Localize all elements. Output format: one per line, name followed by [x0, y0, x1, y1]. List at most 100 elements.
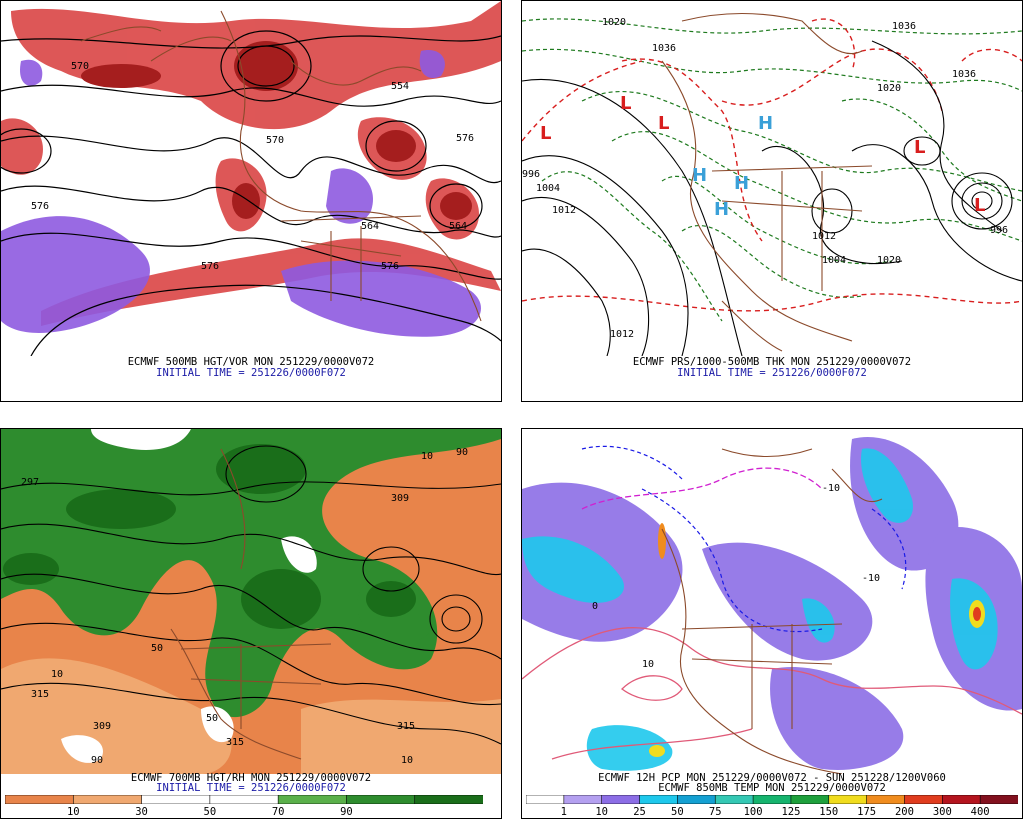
map-precipitation: -10 -10 10 0 [522, 429, 1022, 774]
colorbar-swatch [979, 795, 1018, 804]
colorbar-swatch [277, 795, 348, 804]
contour-label: 996 [522, 169, 540, 180]
panel-precip-850mb-temp: -10 -10 10 0 ECMWF 12H PCP MON 251229/00… [521, 428, 1023, 819]
temp-contours-negative [581, 445, 907, 633]
contour-labels: -10 -10 10 0 [592, 483, 880, 670]
contour-label: 50 [151, 643, 163, 654]
colorbar-swatch [141, 795, 211, 804]
precip-colorbar-labels: 1 10 25 50 75 100 125 150 175 200 300 400 [526, 806, 1018, 818]
colorbar-label: 10 [595, 806, 609, 818]
low-center-marker: L [540, 123, 551, 144]
high-center-marker: H [714, 199, 729, 220]
contour-label: 90 [456, 447, 468, 458]
colorbar-swatch [639, 795, 679, 804]
colorbar-swatch [5, 795, 75, 804]
contour-label: 309 [93, 721, 111, 732]
contour-label: 554 [391, 81, 409, 92]
contour-label: 10 [642, 659, 654, 670]
precip-moderate-area [522, 448, 998, 771]
colorbar-swatch [677, 795, 717, 804]
contour-label: -10 [862, 573, 880, 584]
panel-caption-init-time: INITIAL TIME = 251226/0000F072 [156, 367, 346, 379]
colorbar-label: 200 [894, 806, 914, 818]
colorbar-swatch [601, 795, 641, 804]
isobars [522, 40, 1022, 356]
thickness-contours-cold [522, 18, 1022, 322]
contour-label: 297 [21, 477, 39, 488]
contour-label: 576 [201, 261, 219, 272]
map-500mb-vorticity: 570 576 564 554 576 564 570 576 576 [1, 1, 501, 356]
colorbar-label: 30 [135, 806, 148, 818]
panel-500mb-hgt-vor: 570 576 564 554 576 564 570 576 576 ECMW… [0, 0, 502, 402]
contour-label: 570 [266, 135, 284, 146]
contour-label: 315 [226, 737, 244, 748]
contour-label: 1012 [552, 205, 576, 216]
contour-label: 1020 [877, 255, 901, 266]
panel-caption-title: ECMWF PRS/1000-500MB THK MON 251229/0000… [632, 356, 912, 368]
contour-label: 10 [51, 669, 63, 680]
panel-caption-title: ECMWF 12H PCP MON 251229/0000V072 - SUN … [598, 772, 946, 784]
colorbar-label: 50 [671, 806, 684, 818]
map-mslp-thickness: L L L H H H H L L 1020 1036 1036 1036 10… [522, 1, 1022, 356]
colorbar-label: 125 [781, 806, 801, 818]
panel-mslp-thickness: L L L H H H H L L 1020 1036 1036 1036 10… [521, 0, 1023, 402]
colorbar-swatch [346, 795, 416, 804]
contour-label: 564 [449, 221, 467, 232]
contour-label: 1012 [812, 231, 836, 242]
contour-label: 90 [91, 755, 103, 766]
colorbar-swatch [714, 795, 754, 804]
panel-caption-init-time: INITIAL TIME = 251226/0000F072 [156, 782, 346, 794]
low-center-marker: L [914, 137, 925, 158]
height-contours [1, 445, 501, 745]
contour-label: 315 [397, 721, 415, 732]
panel-caption-title: ECMWF 500MB HGT/VOR MON 251229/0000V072 [127, 356, 375, 368]
contour-label: 576 [381, 261, 399, 272]
colorbar-swatch [790, 795, 830, 804]
contour-label: 10 [421, 451, 433, 462]
geographic-borders [661, 12, 873, 352]
colorbar-swatch [72, 795, 143, 804]
contour-label: 1012 [610, 329, 634, 340]
colorbar-label: 400 [970, 806, 990, 818]
contour-label: 1020 [602, 17, 626, 28]
colorbar-swatch [526, 795, 565, 804]
colorbar-label: 300 [932, 806, 952, 818]
panel-caption-init-time: INITIAL TIME = 251226/0000F072 [677, 367, 867, 379]
colorbar-swatch [942, 795, 981, 804]
contour-label: 10 [401, 755, 413, 766]
high-center-marker: H [692, 165, 707, 186]
height-contours [1, 30, 501, 356]
colorbar-label: 150 [819, 806, 839, 818]
colorbar-swatch [752, 795, 792, 804]
contour-label: -10 [822, 483, 840, 494]
panel-700mb-hgt-rh: 297 309 315 315 309 315 10 10 90 50 50 1… [0, 428, 502, 819]
contour-labels: 1020 1036 1036 1036 1020 996 1004 1012 1… [522, 17, 1008, 340]
colorbar-swatch [866, 795, 906, 804]
rh-colorbar-labels: 10 30 50 70 90 [5, 806, 483, 818]
contour-label: 315 [31, 689, 49, 700]
map-700mb-humidity: 297 309 315 315 309 315 10 10 90 50 50 1… [1, 429, 501, 774]
geographic-borders [80, 10, 482, 322]
contour-label: 1036 [952, 69, 976, 80]
rh-very-moist-area [3, 444, 416, 629]
colorbar-swatch [563, 795, 603, 804]
colorbar-label: 100 [743, 806, 763, 818]
colorbar-label: 10 [66, 806, 80, 818]
colorbar-label: 50 [203, 806, 217, 818]
high-center-marker: H [734, 173, 749, 194]
contour-label: 1020 [877, 83, 901, 94]
colorbar-label: 25 [633, 806, 646, 818]
colorbar-swatch [828, 795, 868, 804]
precip-colorbar [526, 795, 1018, 804]
colorbar-swatch [904, 795, 944, 804]
rh-white-area [61, 429, 317, 763]
contour-label: 1004 [536, 183, 560, 194]
temp-contours-zero [581, 467, 823, 510]
colorbar-swatch [414, 795, 483, 804]
contour-label: 570 [71, 61, 89, 72]
contour-label: 50 [206, 713, 218, 724]
contour-label: 996 [990, 225, 1008, 236]
low-center-marker: L [974, 195, 985, 216]
panel-caption-subtitle: ECMWF 850MB TEMP MON 251229/0000V072 [658, 782, 886, 794]
temp-contours-positive [522, 627, 1022, 760]
